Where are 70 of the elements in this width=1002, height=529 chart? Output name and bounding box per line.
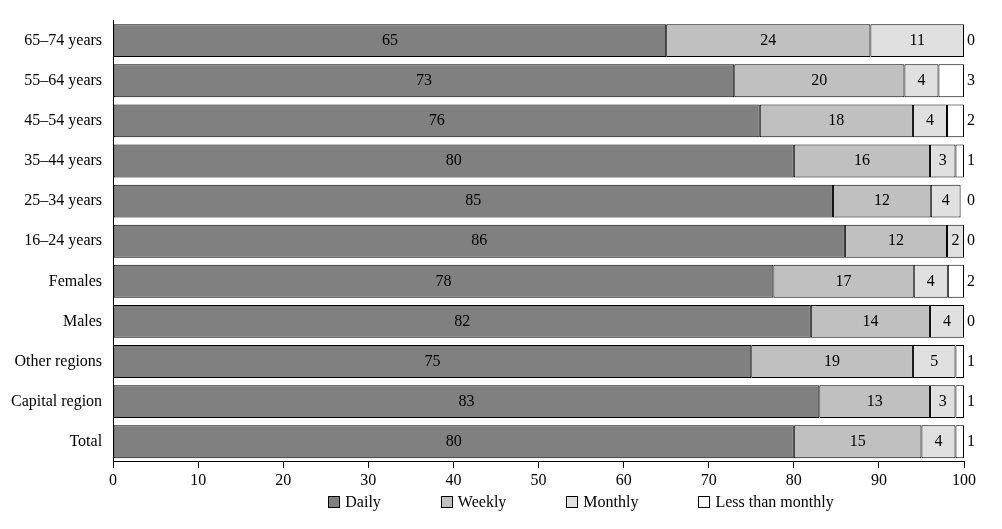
legend-label: Less than monthly	[715, 493, 834, 511]
data-label: 24	[760, 30, 777, 48]
data-label: 13	[866, 391, 883, 409]
data-label: 3	[938, 391, 947, 409]
data-label: 80	[445, 431, 462, 449]
y-tick-label: 16–24 years	[24, 231, 103, 250]
data-label: 20	[811, 70, 828, 88]
data-label: 18	[828, 111, 845, 129]
data-label: 0	[967, 231, 975, 249]
y-tick-label: 55–64 years	[24, 70, 103, 89]
data-label: 15	[849, 431, 866, 449]
data-label: 78	[435, 271, 452, 289]
legend-label: Weekly	[457, 493, 507, 511]
data-label: 0	[967, 30, 975, 48]
data-label: 17	[835, 271, 852, 289]
data-label: 11	[909, 30, 925, 48]
x-tick-label: 20	[275, 470, 292, 488]
data-label: 65	[381, 30, 398, 48]
data-label: 2	[967, 271, 975, 289]
legend-label: Monthly	[583, 493, 639, 511]
y-tick-label: 65–74 years	[24, 30, 103, 49]
x-tick-label: 0	[109, 470, 118, 488]
y-tick-label: Capital region	[10, 391, 103, 410]
x-tick-label: 40	[445, 470, 462, 488]
data-label: 4	[934, 431, 943, 449]
data-label: 76	[428, 111, 445, 129]
data-label: 73	[415, 70, 432, 88]
data-label: 4	[942, 311, 951, 329]
x-tick-label: 100	[952, 470, 976, 488]
data-label: 1	[967, 351, 975, 369]
x-tick-label: 50	[530, 470, 547, 488]
data-label: 86	[471, 231, 488, 249]
text: Daily	[345, 493, 381, 511]
data-label: 0	[967, 191, 975, 209]
data-label: 0	[967, 311, 975, 329]
data-label: 2	[951, 231, 960, 249]
x-tick-label: 10	[190, 470, 207, 488]
data-label: 2	[967, 111, 975, 129]
x-tick-label: 90	[870, 470, 887, 488]
data-label: 3	[967, 70, 975, 88]
data-label: 12	[887, 231, 904, 249]
data-label: 5	[930, 351, 939, 369]
y-tick-label: 45–54 years	[24, 111, 103, 130]
x-tick-label: 80	[785, 470, 802, 488]
data-label: 1	[967, 151, 975, 169]
data-label: 4	[917, 70, 926, 88]
y-tick-label: 35–44 years	[24, 151, 103, 170]
data-label: 1	[967, 431, 975, 449]
x-tick-label: 60	[615, 470, 632, 488]
y-tick-label: 25–34 years	[24, 191, 103, 210]
data-label: 1	[967, 391, 975, 409]
x-tick-label: 70	[700, 470, 717, 488]
y-tick-label: Females	[48, 271, 103, 289]
data-label: 3	[938, 151, 947, 169]
data-label: 82	[454, 311, 471, 329]
y-tick-label: Other regions	[14, 351, 103, 370]
data-label: 4	[925, 111, 934, 129]
data-label: 85	[465, 191, 482, 209]
data-label: 4	[926, 271, 935, 289]
data-label: 14	[862, 311, 879, 329]
data-label: 83	[458, 391, 475, 409]
x-tick-label: 30	[360, 470, 377, 488]
data-label: 12	[873, 191, 890, 209]
data-label: 19	[824, 351, 841, 369]
data-label: 80	[445, 151, 462, 169]
y-tick-label: Males	[62, 311, 103, 329]
y-tick-label: Total	[69, 431, 103, 449]
data-label: 16	[853, 151, 870, 169]
data-label: 75	[424, 351, 441, 369]
data-label: 4	[941, 191, 950, 209]
